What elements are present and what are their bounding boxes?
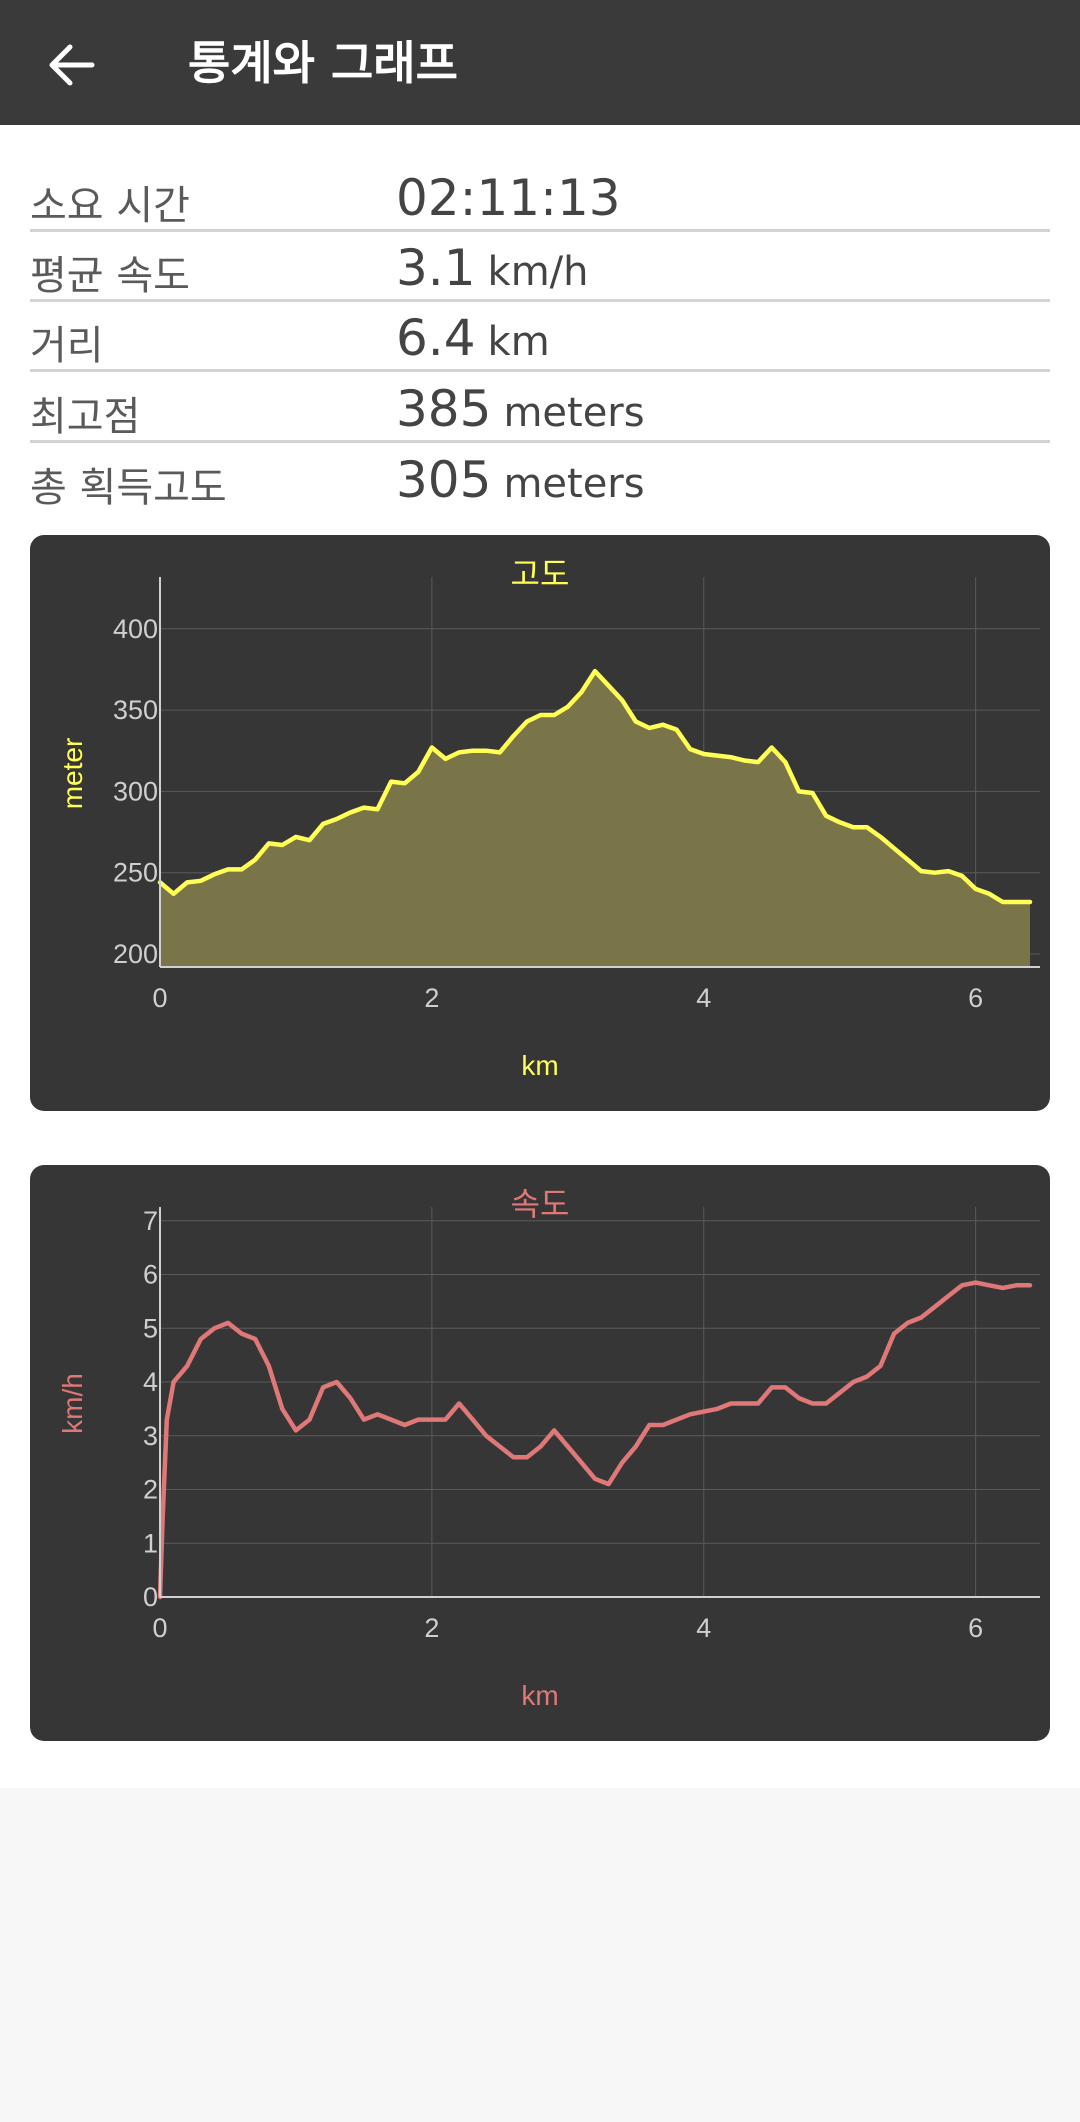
speed-chart: 0 1 2 3 4 5 6 7 0 2 4 6 속도 km km/h bbox=[57, 1185, 1040, 1711]
stat-row-distance: 거리 6.4 km bbox=[30, 299, 1050, 372]
stat-row-max-elevation: 최고점 385 meters bbox=[30, 370, 1050, 443]
x-axis-label: km bbox=[521, 1680, 558, 1711]
stat-row-avg-speed: 평균 속도 3.1 km/h bbox=[30, 229, 1050, 302]
stat-label: 최고점 bbox=[30, 394, 141, 440]
x-tick-label: 0 bbox=[152, 1613, 167, 1643]
stat-row-duration: 소요 시간 02:11:13 bbox=[30, 159, 1050, 232]
x-tick-label: 2 bbox=[424, 1613, 439, 1643]
stat-unit: meters bbox=[503, 461, 645, 507]
series-line bbox=[157, 668, 1033, 905]
stat-row-elevation-gain: 총 획득고도 305 meters bbox=[30, 441, 1050, 511]
stat-label: 평균 속도 bbox=[30, 253, 190, 299]
stat-value: 3.1 km/h bbox=[396, 239, 589, 297]
page-title: 통계와 그래프 bbox=[188, 36, 458, 90]
stat-number: 385 bbox=[396, 380, 492, 438]
x-tick-label: 4 bbox=[696, 983, 711, 1013]
y-tick-label: 250 bbox=[113, 858, 158, 888]
app-bar: 통계와 그래프 bbox=[0, 0, 1080, 125]
stat-unit: km/h bbox=[487, 249, 589, 295]
y-tick-label: 300 bbox=[113, 776, 158, 806]
y-tick-label: 7 bbox=[143, 1206, 158, 1236]
y-tick-label: 6 bbox=[143, 1260, 158, 1290]
x-tick-label: 4 bbox=[696, 1613, 711, 1643]
stat-unit: km bbox=[487, 319, 550, 365]
stat-value: 6.4 km bbox=[396, 309, 550, 367]
elevation-chart-card: 200 250 300 350 400 0 2 4 6 고도 km meter bbox=[30, 535, 1050, 1111]
y-axis-label: meter bbox=[57, 738, 88, 810]
stats-content: 소요 시간 02:11:13 평균 속도 3.1 km/h 거리 6.4 km 최고… bbox=[0, 125, 1080, 1788]
back-arrow-icon[interactable] bbox=[44, 37, 100, 93]
stat-label: 총 획득고도 bbox=[30, 465, 227, 511]
series-line bbox=[157, 1280, 1033, 1600]
y-tick-label: 200 bbox=[113, 939, 158, 969]
y-tick-label: 350 bbox=[113, 695, 158, 725]
stat-number: 02:11:13 bbox=[396, 169, 621, 227]
y-tick-label: 0 bbox=[143, 1582, 158, 1612]
stat-value: 305 meters bbox=[396, 451, 645, 509]
y-axis-label: km/h bbox=[57, 1373, 88, 1434]
x-tick-label: 2 bbox=[424, 983, 439, 1013]
stat-value: 385 meters bbox=[396, 380, 645, 438]
chart-title: 고도 bbox=[511, 555, 570, 593]
y-tick-label: 5 bbox=[143, 1313, 158, 1343]
stat-label: 거리 bbox=[30, 323, 104, 369]
y-tick-label: 400 bbox=[113, 614, 158, 644]
stat-label: 소요 시간 bbox=[30, 183, 190, 229]
speed-chart-card: 0 1 2 3 4 5 6 7 0 2 4 6 속도 km km/h bbox=[30, 1165, 1050, 1741]
y-tick-label: 3 bbox=[143, 1421, 158, 1451]
y-tick-label: 4 bbox=[143, 1367, 158, 1397]
stat-value: 02:11:13 bbox=[396, 169, 621, 227]
x-tick-label: 6 bbox=[968, 1613, 983, 1643]
stat-number: 305 bbox=[396, 451, 492, 509]
stat-number: 6.4 bbox=[396, 309, 476, 367]
elevation-chart: 200 250 300 350 400 0 2 4 6 고도 km meter bbox=[57, 555, 1040, 1081]
elevation-area-fill bbox=[160, 671, 1030, 967]
x-axis-label: km bbox=[521, 1050, 558, 1081]
stat-unit: meters bbox=[503, 390, 645, 436]
x-tick-label: 0 bbox=[152, 983, 167, 1013]
stat-number: 3.1 bbox=[396, 239, 476, 297]
y-tick-label: 2 bbox=[143, 1475, 158, 1505]
x-tick-label: 6 bbox=[968, 983, 983, 1013]
chart-title: 속도 bbox=[511, 1185, 570, 1223]
y-tick-label: 1 bbox=[143, 1528, 158, 1558]
